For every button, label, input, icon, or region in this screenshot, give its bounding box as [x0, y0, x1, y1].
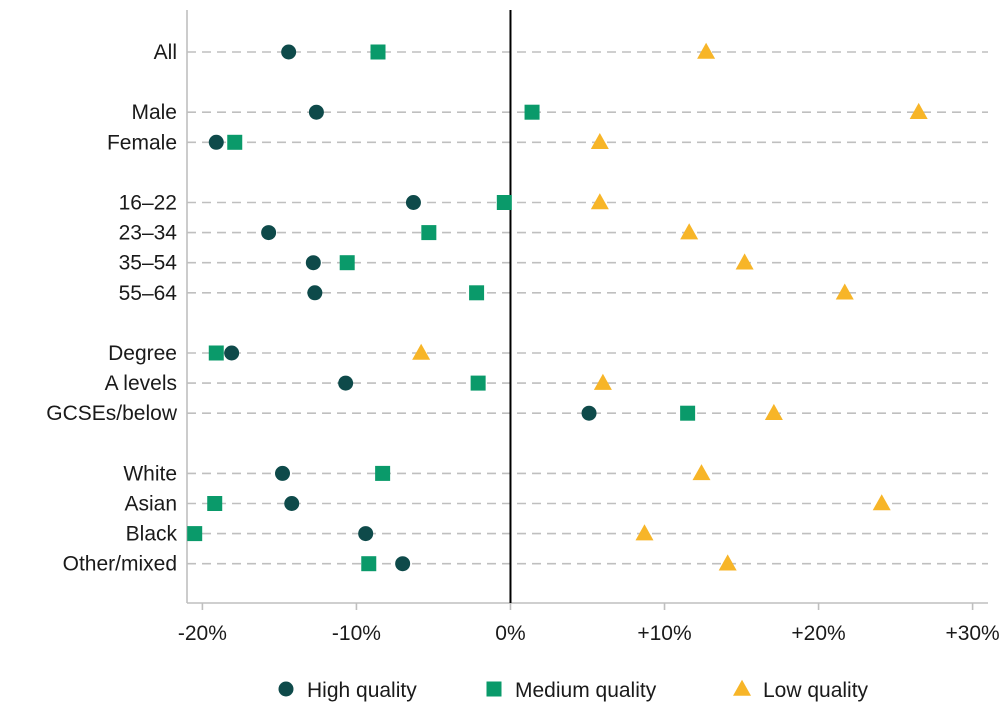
triangle-point-low-quality: [680, 223, 699, 240]
square-point-medium-quality: [207, 496, 223, 511]
category-label: Asian: [124, 493, 177, 516]
x-tick-label: +20%: [791, 622, 845, 645]
circle-point-high-quality: [338, 375, 354, 391]
grid-layer: [187, 51, 988, 565]
x-tick-label: 0%: [495, 622, 525, 645]
x-axis: -20% -10% 0% +10% +20% +30%: [178, 10, 1000, 645]
circle-point-high-quality: [405, 195, 421, 210]
square-point-medium-quality: [524, 104, 540, 120]
category-label: Black: [126, 523, 178, 546]
square-point-medium-quality: [469, 285, 485, 301]
category-label: A levels: [105, 372, 177, 395]
square-point-medium-quality: [361, 556, 377, 572]
triangle-point-low-quality: [735, 253, 754, 270]
circle-point-high-quality: [281, 44, 297, 60]
circle-point-high-quality: [307, 285, 323, 301]
circle-point-high-quality: [308, 104, 324, 120]
triangle-point-low-quality: [593, 373, 612, 390]
square-point-medium-quality: [421, 225, 437, 241]
x-tick-label: +30%: [945, 622, 999, 645]
legend-label: High quality: [307, 679, 417, 702]
triangle-point-low-quality: [872, 494, 891, 511]
square-point-medium-quality: [370, 44, 386, 60]
square-point-medium-quality: [187, 526, 203, 542]
triangle-point-low-quality: [692, 464, 711, 481]
circle-point-high-quality: [208, 134, 224, 150]
triangle-point-low-quality: [718, 554, 737, 571]
category-label: Degree: [108, 342, 177, 365]
category-label: 16–22: [119, 192, 177, 215]
x-tick-label: -20%: [178, 622, 227, 645]
legend-marker-triangle: [733, 679, 751, 696]
x-tick-label: -10%: [332, 622, 381, 645]
category-label: Female: [107, 131, 177, 154]
category-label: Other/mixed: [63, 553, 177, 576]
legend-marker-square: [486, 681, 502, 697]
square-point-medium-quality: [496, 195, 512, 210]
square-point-medium-quality: [208, 345, 224, 361]
circle-point-high-quality: [224, 345, 240, 361]
legend-label: Medium quality: [515, 679, 657, 702]
category-label: GCSEs/below: [46, 402, 178, 425]
triangle-point-low-quality: [590, 133, 609, 150]
category-label: All: [154, 41, 177, 64]
triangle-point-low-quality: [835, 283, 854, 300]
triangle-point-low-quality: [909, 102, 928, 119]
triangle-point-low-quality: [635, 524, 654, 541]
square-point-medium-quality: [227, 134, 243, 150]
category-label: 35–54: [119, 252, 178, 275]
triangle-point-low-quality: [697, 42, 716, 59]
circle-point-high-quality: [305, 255, 321, 271]
legend-marker-circle: [278, 681, 294, 697]
category-label: White: [123, 462, 177, 485]
circle-point-high-quality: [581, 405, 597, 421]
x-tick-label: +10%: [637, 622, 691, 645]
triangle-point-low-quality: [412, 343, 431, 360]
category-labels: All Male Female 16–22 23–34 35–54 55–64 Degree A…: [46, 41, 178, 576]
circle-point-high-quality: [261, 225, 277, 241]
triangle-point-low-quality: [764, 403, 783, 420]
category-label: Male: [131, 101, 177, 124]
category-label: 23–34: [119, 222, 178, 245]
square-point-medium-quality: [680, 405, 696, 421]
category-label: 55–64: [119, 282, 178, 305]
triangle-point-low-quality: [590, 193, 609, 210]
circle-point-high-quality: [275, 465, 291, 481]
square-point-medium-quality: [470, 375, 486, 391]
circle-point-high-quality: [284, 496, 300, 511]
data-points: [187, 42, 928, 572]
circle-point-high-quality: [358, 526, 374, 542]
legend: High quality Medium quality Low quality: [278, 679, 869, 702]
circle-point-high-quality: [395, 556, 411, 572]
legend-label: Low quality: [763, 679, 869, 702]
square-point-medium-quality: [339, 255, 355, 271]
square-point-medium-quality: [375, 465, 391, 481]
